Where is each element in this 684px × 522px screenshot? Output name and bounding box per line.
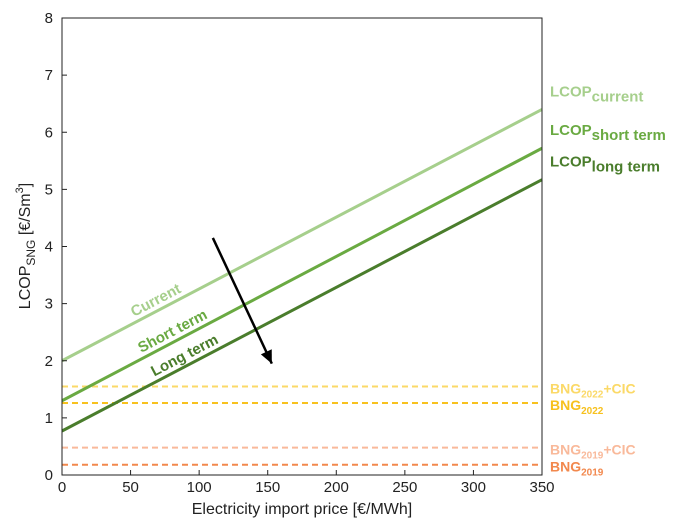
reference-label-bng2022cic: BNG2022+CIC bbox=[550, 380, 636, 400]
y-tick-label: 3 bbox=[45, 296, 53, 313]
reference-label-bng2022: BNG2022 bbox=[550, 397, 604, 417]
y-tick-label: 7 bbox=[45, 67, 53, 84]
x-axis-title: Electricity import price [€/MWh] bbox=[192, 501, 412, 518]
y-tick-label: 0 bbox=[45, 467, 53, 484]
right-label-long: LCOPlong term bbox=[550, 154, 660, 176]
x-tick-label: 0 bbox=[58, 479, 66, 496]
x-tick-label: 150 bbox=[255, 479, 280, 496]
series-line-current bbox=[61, 108, 543, 363]
trend-arrow-shaft bbox=[211, 237, 273, 365]
reference-label-bng2019cic: BNG2019+CIC bbox=[550, 442, 636, 462]
y-tick-label: 2 bbox=[45, 353, 53, 370]
x-tick-label: 100 bbox=[187, 479, 212, 496]
x-tick-label: 350 bbox=[529, 479, 554, 496]
y-tick-label: 8 bbox=[45, 10, 53, 27]
y-axis-title: LCOPSNG [€/Sm3] bbox=[14, 183, 38, 309]
series-line-short bbox=[61, 146, 543, 403]
x-tick-label: 250 bbox=[392, 479, 417, 496]
x-tick-label: 300 bbox=[461, 479, 486, 496]
reference-label-bng2019: BNG2019 bbox=[550, 459, 604, 479]
right-label-current: LCOPcurrent bbox=[550, 83, 643, 105]
x-tick-label: 200 bbox=[324, 479, 349, 496]
y-tick-label: 5 bbox=[45, 181, 53, 198]
y-tick-label: 4 bbox=[45, 239, 53, 256]
plot-area bbox=[62, 18, 542, 475]
x-tick-label: 50 bbox=[122, 479, 139, 496]
y-tick-label: 1 bbox=[45, 410, 53, 427]
trend-arrow-head bbox=[260, 349, 272, 364]
series-line-long bbox=[61, 178, 543, 433]
right-label-short: LCOPshort term bbox=[550, 122, 666, 144]
y-tick-label: 6 bbox=[45, 124, 53, 141]
